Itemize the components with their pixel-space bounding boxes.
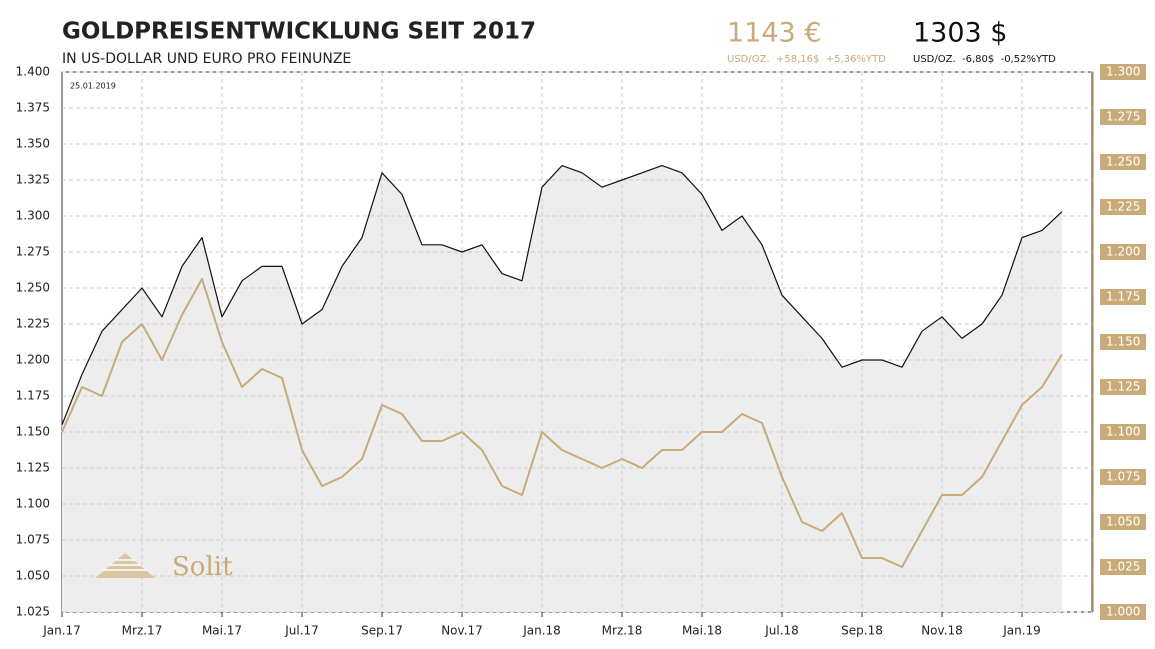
- series-area: [62, 165, 1062, 612]
- price-detail: USD/OZ. +58,16$ +5,36%YTD: [727, 54, 886, 65]
- x-tick-label: Sep.17: [361, 624, 403, 638]
- y2-tick-box: [1100, 424, 1146, 440]
- y-tick-label: 1.050: [16, 569, 50, 583]
- logo: Solit: [95, 552, 233, 582]
- price-detail: USD/OZ. -6,80$ -0,52%YTD: [913, 54, 1056, 65]
- y2-tick-box: [1100, 469, 1146, 485]
- y2-tick-box: [1100, 289, 1146, 305]
- y2-tick-label: 1.075: [1106, 470, 1140, 484]
- x-tick-label: Jul.17: [284, 624, 319, 638]
- y-tick-label: 1.225: [16, 317, 50, 331]
- y-tick-label: 1.025: [16, 605, 50, 619]
- y2-tick-box: [1100, 109, 1146, 125]
- y2-tick-box: [1100, 154, 1146, 170]
- y2-tick-box: [1100, 199, 1146, 215]
- x-tick-label: Jul.18: [764, 624, 799, 638]
- y2-tick-label: 1.275: [1106, 110, 1140, 124]
- y-tick-label: 1.275: [16, 245, 50, 259]
- y-tick-label: 1.300: [16, 209, 50, 223]
- x-tick-label: Mai.18: [682, 624, 722, 638]
- y2-tick-label: 1.025: [1106, 560, 1140, 574]
- price: 1303 $: [913, 18, 1007, 49]
- plot-area: [61, 71, 1093, 613]
- y2-tick-label: 1.150: [1106, 335, 1140, 349]
- y-tick-label: 1.350: [16, 137, 50, 151]
- y2-tick-label: 1.250: [1106, 155, 1140, 169]
- y2-tick-box: [1100, 559, 1146, 575]
- x-tick-label: Nov.17: [441, 624, 483, 638]
- logo-text: Solit: [172, 552, 233, 582]
- y2-tick-label: 1.225: [1106, 200, 1140, 214]
- y2-tick-box: [1100, 379, 1146, 395]
- x-tick-label: Jan.17: [42, 624, 81, 638]
- y2-tick-box: [1100, 244, 1146, 260]
- price: 1143 €: [727, 18, 821, 49]
- x-tick-label: Mai.17: [202, 624, 242, 638]
- logo-icon-lines: [103, 559, 147, 571]
- x-tick-label: Jan.19: [1002, 624, 1041, 638]
- y-tick-label: 1.150: [16, 425, 50, 439]
- y-tick-label: 1.400: [16, 65, 50, 79]
- series-line: [61, 278, 1063, 568]
- y-tick-label: 1.075: [16, 533, 50, 547]
- y-tick-label: 1.375: [16, 101, 50, 115]
- y2-tick-box: [1100, 64, 1146, 80]
- y2-tick-label: 1.200: [1106, 245, 1140, 259]
- chart-subtitle: IN US-DOLLAR UND EURO PRO FEINUNZE: [62, 51, 351, 67]
- y-tick-label: 1.250: [16, 281, 50, 295]
- y2-tick-label: 1.175: [1106, 290, 1140, 304]
- x-tick-label: Sep.18: [841, 624, 883, 638]
- y-tick-label: 1.200: [16, 353, 50, 367]
- y2-tick-box: [1100, 334, 1146, 350]
- y2-tick-label: 1.100: [1106, 425, 1140, 439]
- y-tick-label: 1.100: [16, 497, 50, 511]
- y-tick-label: 1.325: [16, 173, 50, 187]
- x-tick-label: Mrz.18: [602, 624, 643, 638]
- y-tick-label: 1.175: [16, 389, 50, 403]
- y2-tick-label: 1.000: [1106, 605, 1140, 619]
- y2-tick-box: [1100, 514, 1146, 530]
- y2-tick-label: 1.300: [1106, 65, 1140, 79]
- x-tick-label: Nov.18: [921, 624, 963, 638]
- y2-tick-box: [1100, 604, 1146, 620]
- x-tick-label: Jan.18: [522, 624, 561, 638]
- chart-title: GOLDPREISENTWICKLUNG SEIT 2017: [62, 19, 536, 45]
- x-tick-label: Mrz.17: [122, 624, 163, 638]
- y-tick-label: 1.125: [16, 461, 50, 475]
- date-label: 25.01.2019: [70, 82, 116, 91]
- series-line: [61, 165, 1063, 426]
- price-boxes: 1143 € USD/OZ. +58,16$ +5,36%YTD 1303 $ USD…: [727, 18, 1056, 66]
- y2-tick-label: 1.050: [1106, 515, 1140, 529]
- y2-tick-label: 1.125: [1106, 380, 1140, 394]
